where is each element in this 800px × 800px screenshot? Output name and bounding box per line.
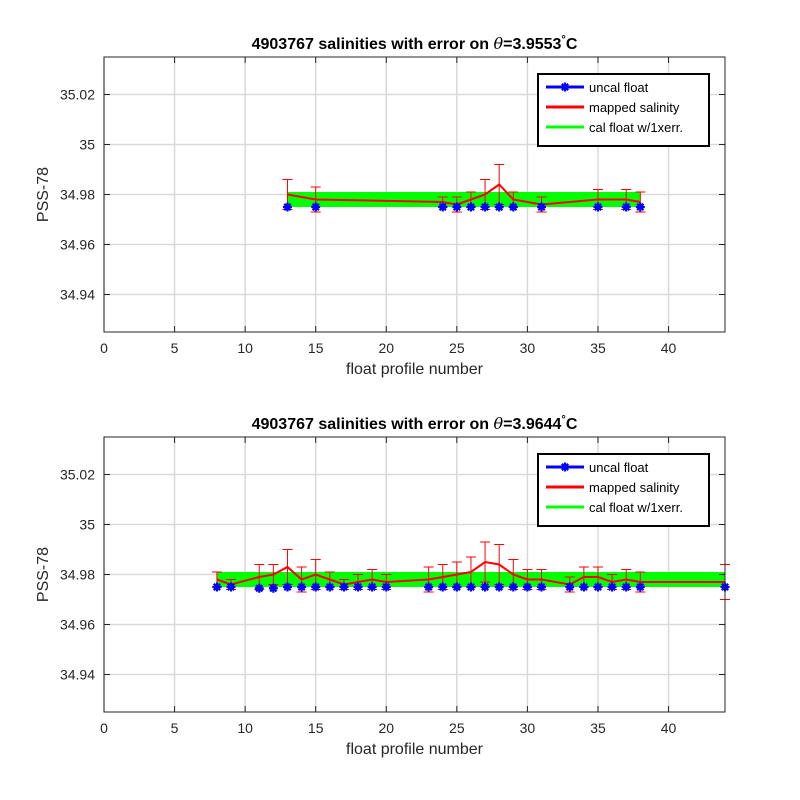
y-tick-label: 35 <box>79 137 95 153</box>
x-tick-label: 30 <box>520 720 536 736</box>
x-tick-label: 30 <box>520 340 536 356</box>
title-prefix: 4903767 salinities with error on <box>252 36 494 53</box>
x-tick-label: 35 <box>590 340 606 356</box>
uncal-float-point <box>452 202 462 212</box>
y-axis-label: PSS-78 <box>35 547 52 602</box>
uncal-float-point <box>635 582 645 592</box>
uncal-float-point <box>607 582 617 592</box>
chart-title: 4903767 salinities with error on θ=3.964… <box>252 414 578 433</box>
y-tick-label: 35.02 <box>60 87 95 103</box>
uncal-float-point <box>353 582 363 592</box>
uncal-float-point <box>297 582 307 592</box>
x-tick-label: 20 <box>378 340 394 356</box>
uncal-float-point <box>282 582 292 592</box>
uncal-float-point <box>311 582 321 592</box>
uncal-float-point <box>212 582 222 592</box>
title-unit: C <box>566 36 578 53</box>
y-tick-label: 34.98 <box>60 187 95 203</box>
legend-marker <box>560 462 570 472</box>
legend-label: uncal float <box>589 80 649 95</box>
uncal-float-point <box>339 582 349 592</box>
legend: uncal float mapped salinity cal float w/1x… <box>537 453 710 527</box>
y-tick-label: 35.02 <box>60 467 95 483</box>
x-tick-label: 5 <box>171 720 179 736</box>
uncal-float-point <box>438 202 448 212</box>
uncal-float-point <box>621 202 631 212</box>
legend-box <box>537 73 710 147</box>
uncal-float-point <box>466 582 476 592</box>
y-tick-label: 34.94 <box>60 667 95 683</box>
uncal-float-point <box>311 202 321 212</box>
title-value: =3.9644 <box>503 416 561 433</box>
legend-label: cal float w/1xerr. <box>589 120 683 135</box>
uncal-float-point <box>508 202 518 212</box>
y-tick-label: 35 <box>79 517 95 533</box>
y-tick-label: 34.94 <box>60 287 95 303</box>
uncal-float-point <box>268 583 278 593</box>
chart-title: 4903767 salinities with error on θ=3.955… <box>252 34 578 53</box>
uncal-float-point <box>522 582 532 592</box>
legend-label: mapped salinity <box>589 480 680 495</box>
legend-marker <box>560 82 570 92</box>
uncal-float-point <box>537 582 547 592</box>
x-tick-label: 25 <box>449 720 465 736</box>
uncal-float-point <box>494 582 504 592</box>
uncal-float-point <box>367 582 377 592</box>
uncal-float-point <box>635 202 645 212</box>
uncal-float-point <box>254 583 264 593</box>
uncal-float-point <box>325 582 335 592</box>
legend: uncal float mapped salinity cal float w/1x… <box>537 73 710 147</box>
uncal-float-point <box>579 582 589 592</box>
uncal-float-point <box>282 202 292 212</box>
y-tick-label: 34.98 <box>60 567 95 583</box>
uncal-float-point <box>226 582 236 592</box>
title-degree: ° <box>561 414 565 426</box>
uncal-float-point <box>537 202 547 212</box>
x-tick-label: 15 <box>308 720 324 736</box>
x-tick-label: 20 <box>378 720 394 736</box>
uncal-float-point <box>593 202 603 212</box>
uncal-float-point <box>381 582 391 592</box>
title-symbol: θ <box>494 414 504 433</box>
x-tick-label: 15 <box>308 340 324 356</box>
chart-2: 0 5 10 15 20 25 30 35 40 34.94 34.96 34.98 35 35.02 fl… <box>35 414 730 758</box>
legend-label: mapped salinity <box>589 100 680 115</box>
x-tick-label: 40 <box>661 720 677 736</box>
uncal-float-point <box>593 582 603 592</box>
uncal-float-point <box>452 582 462 592</box>
mapped-salinity-line <box>287 183 641 206</box>
uncal-float-point <box>480 202 490 212</box>
legend-label: cal float w/1xerr. <box>589 500 683 515</box>
x-tick-label: 35 <box>590 720 606 736</box>
title-prefix: 4903767 salinities with error on <box>252 416 494 433</box>
x-tick-label: 10 <box>237 340 253 356</box>
title-value: =3.9553 <box>503 36 561 53</box>
y-tick-label: 34.96 <box>60 237 95 253</box>
x-tick-label: 0 <box>100 720 108 736</box>
x-tick-label: 0 <box>100 340 108 356</box>
uncal-float-point <box>424 582 434 592</box>
uncal-float-point <box>508 582 518 592</box>
x-tick-label: 25 <box>449 340 465 356</box>
title-symbol: θ <box>494 34 504 53</box>
title-unit: C <box>566 416 578 433</box>
y-axis-label: PSS-78 <box>35 167 52 222</box>
mapped-salinity-line <box>216 560 725 586</box>
x-tick-label: 10 <box>237 720 253 736</box>
x-tick-label: 5 <box>171 340 179 356</box>
uncal-float-point <box>438 582 448 592</box>
uncal-float-point <box>494 202 504 212</box>
uncal-float-point <box>621 582 631 592</box>
x-tick-label: 40 <box>661 340 677 356</box>
uncal-float-point <box>565 582 575 592</box>
uncal-float-point <box>480 582 490 592</box>
x-axis-label: float profile number <box>346 361 484 378</box>
chart-1: 0 5 10 15 20 25 30 35 40 34.94 34.96 34.98 35 35.02 fl… <box>35 34 726 378</box>
uncal-float-point <box>466 202 476 212</box>
title-degree: ° <box>561 34 565 46</box>
x-axis-label: float profile number <box>346 741 484 758</box>
legend-label: uncal float <box>589 460 649 475</box>
y-tick-label: 34.96 <box>60 617 95 633</box>
